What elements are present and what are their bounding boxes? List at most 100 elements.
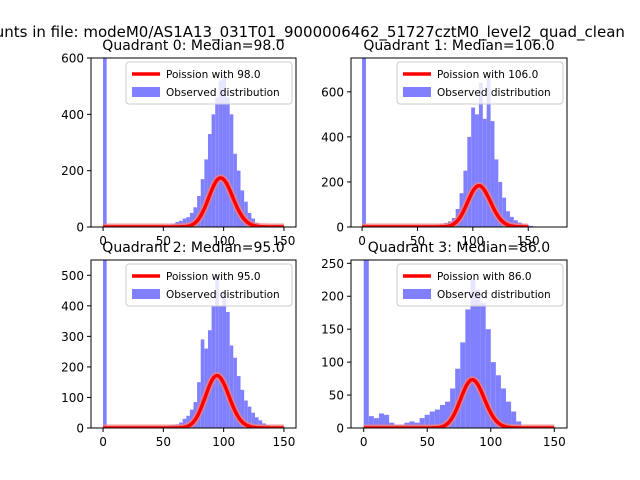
histogram-bar	[207, 134, 212, 227]
histogram-bar	[475, 289, 481, 428]
histogram-bar	[258, 420, 263, 428]
x-tick-label: 0	[358, 234, 366, 248]
histogram-bar	[373, 418, 379, 428]
histogram-bar	[480, 302, 486, 428]
legend-label-poisson: Poission with 86.0	[437, 271, 532, 283]
legend-bar-swatch	[403, 87, 431, 97]
histogram-bar	[204, 159, 208, 227]
histogram-bar	[424, 414, 430, 428]
y-tick-label: 100	[321, 356, 344, 370]
x-tick-label: 150	[517, 234, 540, 248]
y-tick-label: 250	[321, 257, 344, 271]
subplot-title: Quadrant 2: Median=95.0	[102, 240, 284, 256]
histogram-bar	[197, 196, 201, 227]
y-tick-label: 600	[61, 52, 84, 66]
histogram-bar	[233, 153, 237, 227]
histogram-bar	[247, 406, 252, 428]
y-tick-label: 0	[336, 422, 344, 436]
legend: Poission with 106.0 Observed distribution	[396, 61, 564, 105]
histogram-bar	[233, 357, 237, 428]
x-tick-label: 100	[479, 435, 502, 449]
x-tick-label: 150	[543, 435, 566, 449]
y-tick-label: 200	[61, 164, 84, 178]
histogram-bar	[255, 417, 259, 428]
subplots: 0 50 100 150 0 200 400 600 Quadrant 0: Median=98…	[61, 38, 568, 449]
x-tick-label: 100	[212, 234, 235, 248]
histogram-bar	[240, 389, 245, 428]
histogram-bar	[475, 114, 479, 227]
histogram-bar	[244, 201, 248, 227]
y-tick-label: 400	[321, 130, 344, 144]
histogram-bar	[490, 121, 495, 227]
histogram-bar	[218, 305, 223, 428]
histogram-bar	[490, 362, 496, 428]
legend-box	[125, 61, 293, 105]
histogram-bar	[506, 401, 512, 428]
histogram-bar	[200, 339, 205, 428]
histogram-bar	[434, 409, 440, 428]
x-tick-label: 100	[461, 234, 484, 248]
plot-area	[100, 260, 287, 428]
legend-box	[396, 263, 564, 307]
histogram-bar	[240, 190, 245, 227]
histogram-bar	[509, 216, 514, 227]
histogram-bar	[439, 404, 446, 428]
legend-box	[125, 263, 293, 307]
plot-area	[361, 260, 557, 428]
y-tick-label: 400	[61, 299, 84, 313]
histogram-bar	[229, 345, 234, 428]
y-tick-label: 600	[321, 85, 344, 99]
subplot-2: 0 50 100 150 0 100 200 300 400 500 Quadrant 2: Med…	[61, 240, 297, 449]
axes-frame	[350, 259, 568, 429]
x-tick-label: 0	[99, 234, 107, 248]
histogram-bar	[470, 279, 476, 428]
x-tick-label: 50	[420, 435, 435, 449]
legend-label-poisson: Poission with 95.0	[166, 271, 261, 283]
y-tick-label: 50	[329, 389, 344, 403]
histogram-bar	[465, 309, 471, 428]
histogram-bar	[467, 136, 472, 227]
histogram-bar	[478, 82, 483, 227]
histogram-bar	[189, 212, 194, 227]
y-tick-label: 400	[61, 108, 84, 122]
histogram-bar	[186, 415, 190, 428]
histogram-bar	[511, 411, 517, 428]
subplot-title: Quadrant 0: Median=98.0	[102, 38, 284, 54]
plot-area	[100, 58, 287, 227]
histogram-bar	[186, 217, 190, 227]
axes-frame	[90, 259, 297, 429]
legend-bar-swatch	[403, 289, 431, 299]
x-tick-label: 100	[212, 435, 235, 449]
figure-suptitle: Counts in file: modeM0/AS1A13_031T01_900…	[0, 23, 625, 42]
x-tick-label: 50	[156, 435, 171, 449]
histogram-bar	[236, 170, 241, 227]
y-tick-label: 500	[61, 269, 84, 283]
histogram-bar	[378, 413, 385, 428]
histogram-bar	[103, 58, 107, 227]
histogram-bar	[445, 401, 451, 428]
histogram-bar	[215, 275, 219, 428]
legend-bar-swatch	[132, 87, 160, 97]
legend-bar-swatch	[132, 289, 160, 299]
histogram-bar	[244, 400, 248, 428]
legend: Poission with 86.0 Observed distribution	[396, 263, 564, 307]
histogram-bar	[211, 114, 216, 227]
poisson-curve	[363, 378, 555, 428]
histogram-bar	[506, 211, 510, 227]
histogram-bar	[482, 118, 487, 227]
legend-label-poisson: Poission with 106.0	[437, 69, 538, 81]
histogram-bar	[222, 74, 227, 227]
legend-label-observed: Observed distribution	[437, 289, 551, 301]
histogram-bar	[495, 375, 501, 428]
histogram-bar	[419, 418, 425, 428]
y-tick-label: 200	[61, 360, 84, 374]
y-tick-label: 0	[336, 221, 344, 235]
y-tick-label: 150	[321, 323, 344, 337]
histogram-bar	[226, 311, 230, 428]
histogram-bar	[384, 414, 390, 428]
histogram-bar	[494, 159, 499, 227]
subplot-1: 0 50 100 150 0 200 400 600 Quadrant 1: Median=10…	[321, 38, 568, 248]
x-tick-label: 0	[360, 435, 368, 449]
histogram-bar	[471, 107, 476, 227]
histogram-bar	[103, 260, 107, 428]
